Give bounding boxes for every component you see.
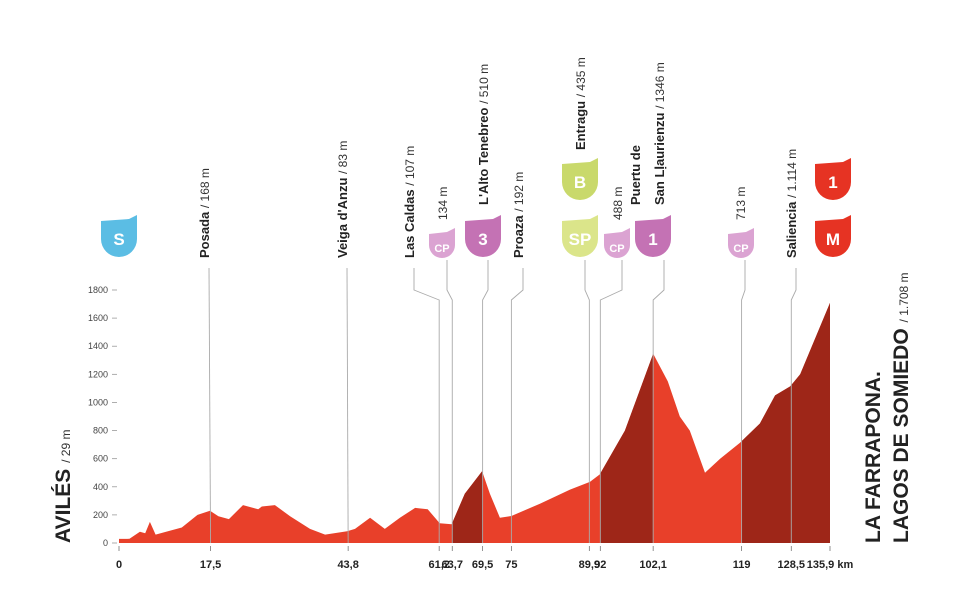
badge <box>815 215 851 257</box>
waypoint-altitude: / 510 m <box>477 64 491 104</box>
waypoint-name: Las Caldas <box>402 189 417 258</box>
badge <box>815 158 851 200</box>
y-tick-label: 800 <box>93 426 108 436</box>
waypoint-label: LAGOS DE SOMIEDO / 1.708 m <box>890 272 913 543</box>
y-tick-label: 400 <box>93 482 108 492</box>
waypoint-name: AVILÉS <box>52 469 75 543</box>
x-tick-label: 0 <box>116 559 122 571</box>
leader-line <box>346 267 349 544</box>
badge-label: CP <box>733 243 748 255</box>
badge-label: CP <box>609 243 624 255</box>
waypoint-altitude: / 1.708 m <box>897 272 911 322</box>
y-tick-label: 1600 <box>88 313 108 323</box>
x-tick-label: 89,9 <box>579 559 600 571</box>
waypoint-altitude: / 168 m <box>198 168 212 208</box>
x-tick-label: 92 <box>594 559 606 571</box>
waypoint-name: Veiga d'Anzu <box>335 178 350 258</box>
waypoint-name: LAGOS DE SOMIEDO <box>890 328 913 543</box>
x-tick-label: 17,5 <box>200 559 221 571</box>
x-tick-label: 43,8 <box>337 559 358 571</box>
waypoint-label: L'Alto Tenebreo / 510 m <box>476 64 491 205</box>
waypoint-altitude: / 192 m <box>512 172 526 212</box>
badge <box>429 228 455 258</box>
y-tick-label: 1000 <box>88 397 108 407</box>
waypoint-label: Proaza / 192 m <box>511 172 526 258</box>
badge-label: CP <box>434 243 449 255</box>
badge-label: 1 <box>648 230 657 249</box>
waypoint-name: Saliencia <box>784 201 799 258</box>
leader-line <box>741 260 746 543</box>
x-tick-label: 128,5 <box>778 559 806 571</box>
waypoint-label: 488 m <box>611 187 625 220</box>
leader-line <box>208 267 212 544</box>
waypoint-altitude: / 107 m <box>403 146 417 186</box>
leader-line <box>652 260 665 543</box>
waypoint-label: Veiga d'Anzu / 83 m <box>335 141 350 258</box>
waypoint-label: AVILÉS / 29 m <box>52 430 75 544</box>
waypoint-altitude: / 1.114 m <box>785 149 799 198</box>
leader-line <box>510 268 524 543</box>
badge-label: M <box>826 230 840 249</box>
badge <box>604 228 630 258</box>
waypoint-label: LA FARRAPONA. <box>862 371 885 543</box>
y-tick-label: 0 <box>103 538 108 548</box>
leader-line <box>584 260 590 543</box>
x-tick-label: 119 <box>733 559 751 571</box>
waypoint-name: LA FARRAPONA. <box>862 371 885 543</box>
x-tick-label: 61,2 <box>428 559 449 571</box>
waypoint-label: Entragu / 435 m <box>573 57 588 150</box>
waypoint-altitude: 488 m <box>611 187 625 220</box>
badge <box>728 228 754 258</box>
leader-line <box>482 260 489 543</box>
badge <box>562 215 598 257</box>
waypoint-name: Entragu <box>573 101 588 150</box>
waypoint-label: 134 m <box>436 187 450 220</box>
badge-label: S <box>113 230 124 249</box>
y-tick-label: 1400 <box>88 341 108 351</box>
leader-line <box>599 260 623 543</box>
leader-line <box>790 268 797 543</box>
waypoint-altitude: 713 m <box>734 187 748 220</box>
waypoint-altitude: / 29 m <box>59 430 73 463</box>
badge-label: SP <box>569 230 592 249</box>
waypoint-altitude: / 83 m <box>336 141 350 174</box>
badge-label: 3 <box>478 230 487 249</box>
leader-line <box>413 268 440 543</box>
waypoint-altitude: / 435 m <box>574 57 588 97</box>
climb-area <box>452 302 830 543</box>
waypoint-label: San Lḷaurienzu / 1346 m <box>652 62 667 205</box>
x-tick-label: 75 <box>505 559 517 571</box>
waypoint-name: Proaza <box>511 215 526 258</box>
waypoint-name: San Lḷaurienzu <box>652 112 667 205</box>
x-tick-label: 63,7 <box>442 559 463 571</box>
badge <box>635 215 671 257</box>
waypoint-label: Las Caldas / 107 m <box>402 146 417 258</box>
waypoint-name: Posada <box>197 211 212 258</box>
y-tick-label: 1200 <box>88 369 108 379</box>
waypoint-name: Puertu de <box>628 145 643 205</box>
waypoint-label: Saliencia / 1.114 m <box>784 149 799 258</box>
waypoint-label: Posada / 168 m <box>197 168 212 258</box>
badge <box>562 158 598 200</box>
badge <box>465 215 501 257</box>
badge-label: 1 <box>828 173 837 192</box>
x-tick-label: 69,5 <box>472 559 493 571</box>
waypoint-altitude: / 1346 m <box>653 62 667 109</box>
y-tick-label: 600 <box>93 454 108 464</box>
waypoint-altitude: 134 m <box>436 187 450 220</box>
badge-label: B <box>574 173 586 192</box>
waypoint-label: 713 m <box>734 187 748 220</box>
waypoint-label: Puertu de <box>628 145 643 205</box>
x-tick-label: 135,9 km <box>807 559 854 571</box>
x-tick-label: 102,1 <box>639 559 667 571</box>
badge <box>101 215 137 257</box>
y-tick-label: 200 <box>93 510 108 520</box>
leader-line <box>446 260 453 543</box>
waypoint-name: L'Alto Tenebreo <box>476 107 491 205</box>
y-tick-label: 1800 <box>88 285 108 295</box>
